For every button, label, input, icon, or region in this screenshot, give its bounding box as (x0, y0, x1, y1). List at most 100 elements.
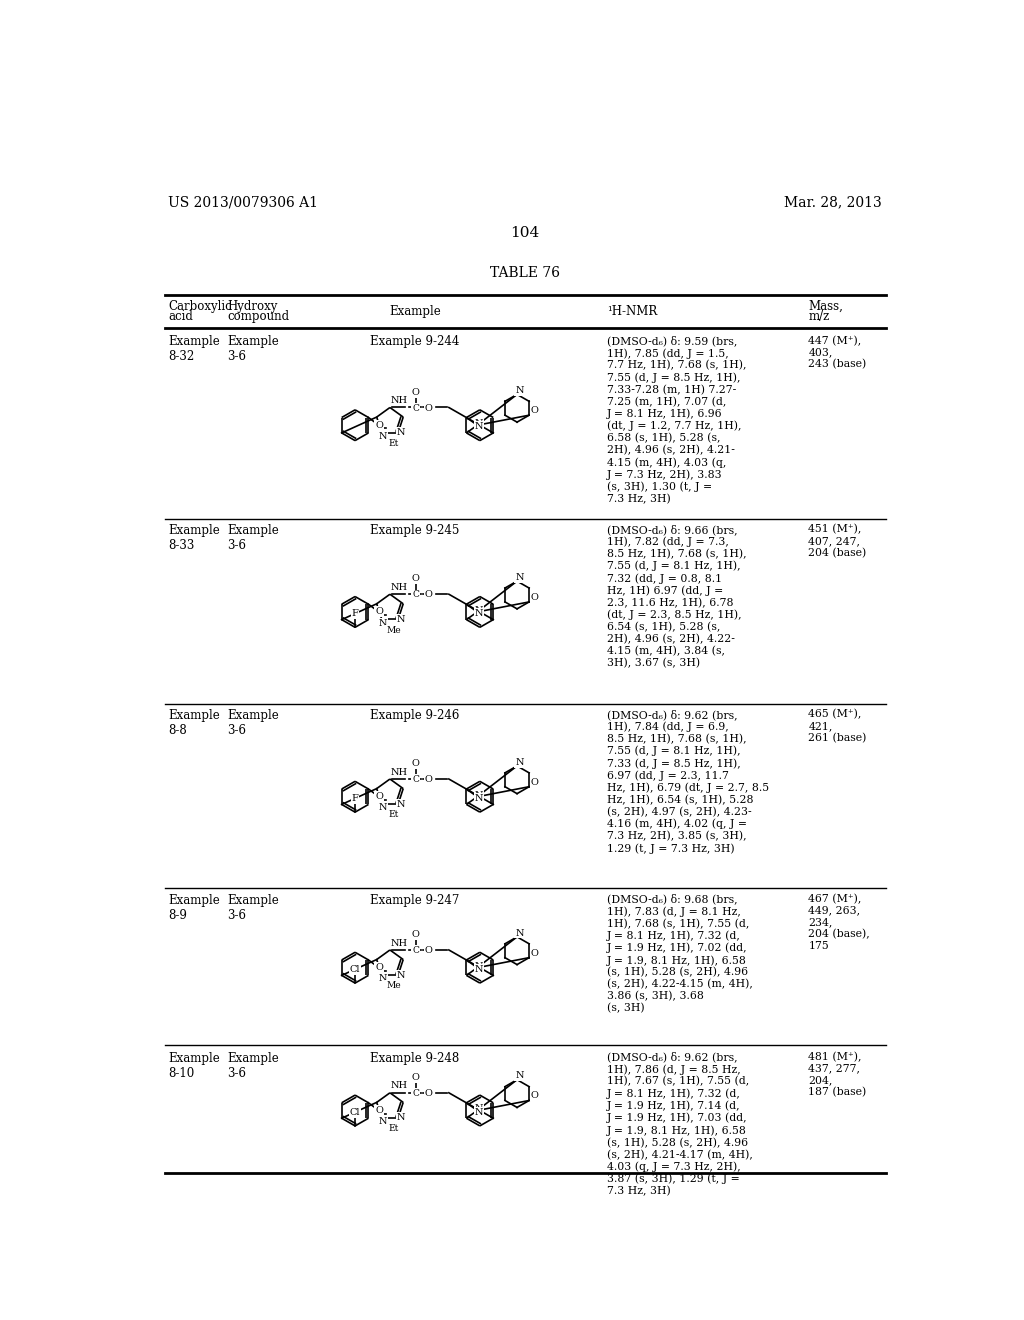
Text: compound: compound (227, 310, 290, 323)
Text: O: O (376, 421, 383, 430)
Text: O: O (425, 404, 432, 413)
Text: Example
3-6: Example 3-6 (227, 335, 279, 363)
Text: O: O (376, 1106, 383, 1115)
Text: Example
8-32: Example 8-32 (168, 335, 220, 363)
Text: Example 9-246: Example 9-246 (370, 709, 460, 722)
Text: Cl: Cl (350, 965, 360, 974)
Text: Example: Example (389, 305, 440, 318)
Text: O: O (376, 792, 383, 801)
Text: N: N (378, 1117, 387, 1126)
Text: N: N (378, 432, 387, 441)
Text: Mass,: Mass, (809, 300, 844, 313)
Text: C: C (412, 775, 419, 784)
Text: Example 9-247: Example 9-247 (370, 894, 460, 907)
Text: N: N (515, 758, 523, 767)
Text: O: O (412, 388, 420, 396)
Text: 481 (M⁺),
437, 277,
204,
187 (base): 481 (M⁺), 437, 277, 204, 187 (base) (809, 1052, 866, 1097)
Text: (DMSO-d₆) δ: 9.62 (brs,
1H), 7.86 (d, J = 8.5 Hz,
1H), 7.67 (s, 1H), 7.55 (d,
J : (DMSO-d₆) δ: 9.62 (brs, 1H), 7.86 (d, J … (607, 1052, 753, 1196)
Text: Hydroxy: Hydroxy (227, 300, 278, 313)
Text: C: C (412, 404, 419, 413)
Text: O: O (530, 949, 539, 957)
Text: N: N (515, 1072, 523, 1080)
Text: O: O (425, 590, 432, 599)
Text: 447 (M⁺),
403,
243 (base): 447 (M⁺), 403, 243 (base) (809, 335, 866, 370)
Text: Example
8-9: Example 8-9 (168, 894, 220, 921)
Text: N: N (515, 573, 523, 582)
Text: NH: NH (391, 583, 408, 591)
Text: acid: acid (168, 310, 194, 323)
Text: O: O (425, 775, 432, 784)
Text: Example 9-248: Example 9-248 (370, 1052, 460, 1065)
Text: C: C (412, 946, 419, 956)
Text: Example
8-8: Example 8-8 (168, 709, 220, 737)
Text: NH: NH (391, 1081, 408, 1090)
Text: NH: NH (391, 768, 408, 776)
Text: Example 9-245: Example 9-245 (370, 524, 460, 537)
Text: O: O (376, 964, 383, 972)
Text: Et: Et (388, 810, 398, 820)
Text: 451 (M⁺),
407, 247,
204 (base): 451 (M⁺), 407, 247, 204 (base) (809, 524, 866, 558)
Text: ¹H-NMR: ¹H-NMR (607, 305, 657, 318)
Text: O: O (425, 1089, 432, 1098)
Text: Example
3-6: Example 3-6 (227, 894, 279, 921)
Text: N: N (474, 1107, 483, 1117)
Text: Me: Me (386, 626, 400, 635)
Text: N: N (378, 974, 387, 983)
Text: N: N (474, 422, 483, 432)
Text: 104: 104 (510, 226, 540, 240)
Text: C: C (412, 590, 419, 599)
Text: N: N (474, 609, 483, 618)
Text: O: O (412, 1073, 420, 1082)
Text: N: N (378, 804, 387, 812)
Text: N: N (397, 615, 406, 624)
Text: N: N (397, 1113, 406, 1122)
Text: Example 9-244: Example 9-244 (370, 335, 460, 348)
Text: Example
3-6: Example 3-6 (227, 1052, 279, 1080)
Text: N: N (397, 428, 406, 437)
Text: N: N (474, 793, 483, 803)
Text: US 2013/0079306 A1: US 2013/0079306 A1 (168, 195, 318, 210)
Text: C: C (412, 1089, 419, 1098)
Text: Et: Et (388, 1125, 398, 1133)
Text: Carboxylic: Carboxylic (168, 300, 232, 313)
Text: N: N (474, 1105, 483, 1114)
Text: N: N (474, 791, 483, 800)
Text: F: F (351, 793, 358, 803)
Text: N: N (474, 606, 483, 615)
Text: Et: Et (388, 438, 398, 447)
Text: (DMSO-d₆) δ: 9.59 (brs,
1H), 7.85 (dd, J = 1.5,
7.7 Hz, 1H), 7.68 (s, 1H),
7.55 : (DMSO-d₆) δ: 9.59 (brs, 1H), 7.85 (dd, J… (607, 335, 746, 504)
Text: O: O (530, 593, 539, 602)
Text: TABLE 76: TABLE 76 (489, 267, 560, 280)
Text: (DMSO-d₆) δ: 9.68 (brs,
1H), 7.83 (d, J = 8.1 Hz,
1H), 7.68 (s, 1H), 7.55 (d,
J : (DMSO-d₆) δ: 9.68 (brs, 1H), 7.83 (d, J … (607, 894, 753, 1014)
Text: N: N (474, 965, 483, 974)
Text: NH: NH (391, 396, 408, 405)
Text: N: N (474, 962, 483, 970)
Text: 467 (M⁺),
449, 263,
234,
204 (base),
175: 467 (M⁺), 449, 263, 234, 204 (base), 175 (809, 894, 870, 950)
Text: Me: Me (386, 981, 400, 990)
Text: O: O (412, 759, 420, 768)
Text: Example
3-6: Example 3-6 (227, 524, 279, 552)
Text: m/z: m/z (809, 310, 829, 323)
Text: 465 (M⁺),
421,
261 (base): 465 (M⁺), 421, 261 (base) (809, 709, 867, 743)
Text: O: O (412, 931, 420, 939)
Text: N: N (474, 420, 483, 428)
Text: Example
3-6: Example 3-6 (227, 709, 279, 737)
Text: O: O (530, 407, 539, 414)
Text: N: N (515, 928, 523, 937)
Text: NH: NH (391, 939, 408, 948)
Text: Cl: Cl (350, 1107, 360, 1117)
Text: N: N (515, 385, 523, 395)
Text: N: N (378, 619, 387, 627)
Text: O: O (376, 607, 383, 616)
Text: N: N (397, 970, 406, 979)
Text: Example
8-10: Example 8-10 (168, 1052, 220, 1080)
Text: O: O (530, 1092, 539, 1101)
Text: Mar. 28, 2013: Mar. 28, 2013 (783, 195, 882, 210)
Text: F: F (351, 609, 358, 618)
Text: O: O (425, 946, 432, 956)
Text: Example
8-33: Example 8-33 (168, 524, 220, 552)
Text: O: O (412, 574, 420, 583)
Text: O: O (530, 777, 539, 787)
Text: (DMSO-d₆) δ: 9.62 (brs,
1H), 7.84 (dd, J = 6.9,
8.5 Hz, 1H), 7.68 (s, 1H),
7.55 : (DMSO-d₆) δ: 9.62 (brs, 1H), 7.84 (dd, J… (607, 709, 769, 854)
Text: N: N (397, 800, 406, 809)
